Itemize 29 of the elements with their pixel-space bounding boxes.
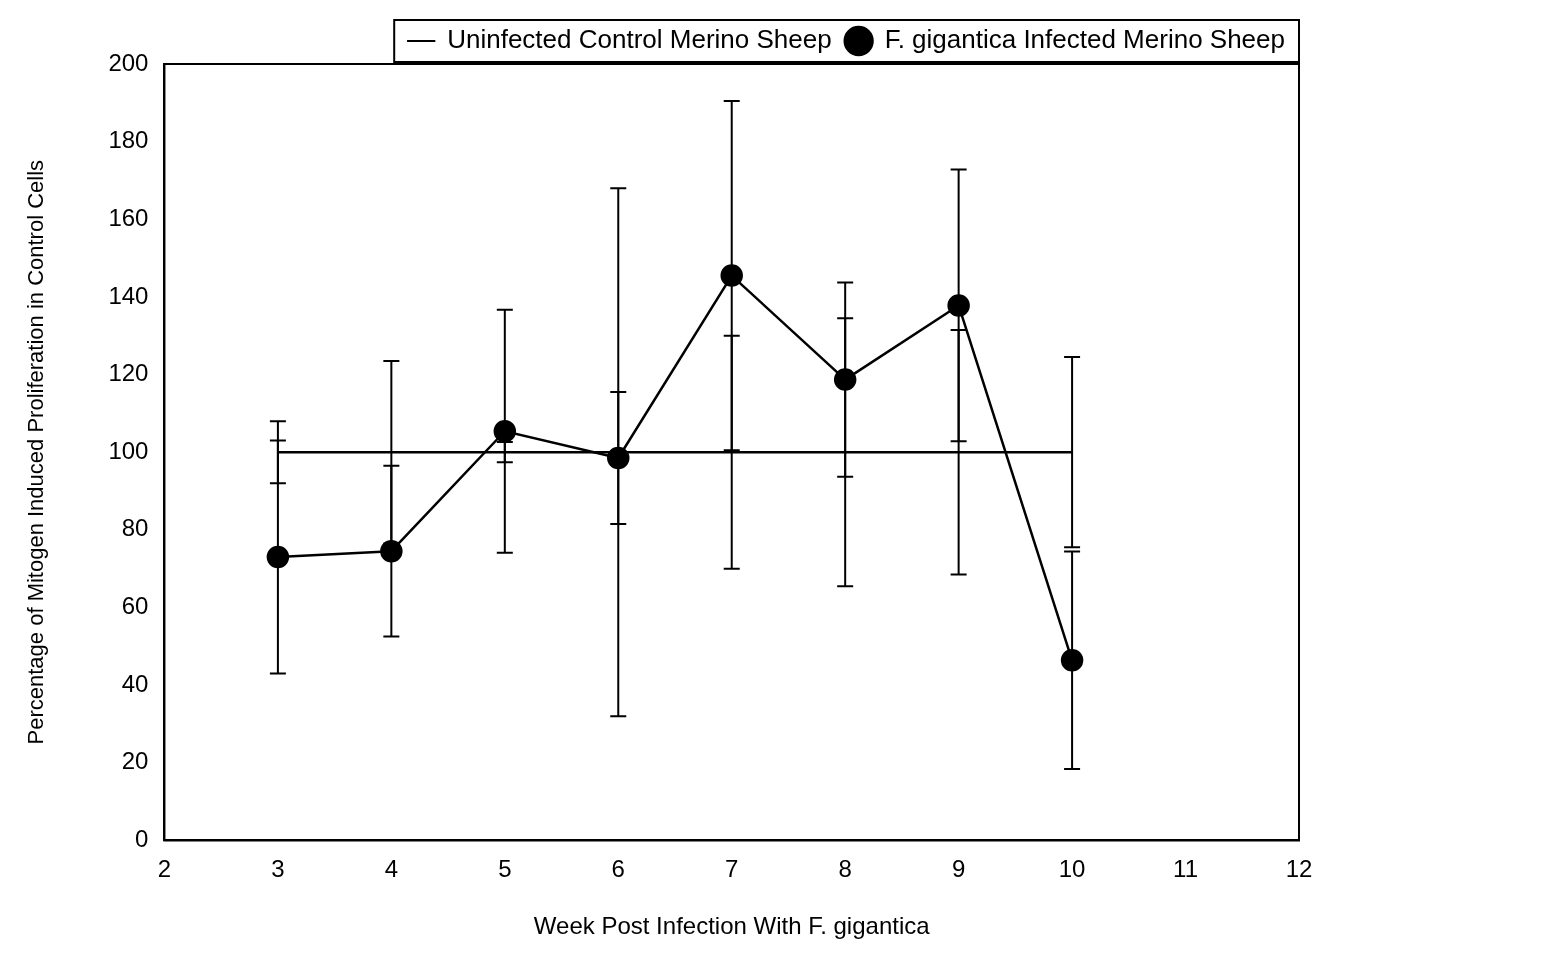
point xyxy=(1060,649,1084,672)
y-tick-label: 80 xyxy=(121,514,149,542)
x-tick-label: 5 xyxy=(498,855,512,883)
x-tick-label: 11 xyxy=(1173,855,1199,883)
y-tick-label: 60 xyxy=(121,592,149,620)
x-tick-label: 8 xyxy=(838,855,852,883)
x-axis-title: Week Post Infection With F. gigantica xyxy=(533,912,931,940)
y-tick-label: 40 xyxy=(121,669,149,697)
y-tick-label: 140 xyxy=(108,281,149,309)
y-tick-label: 0 xyxy=(135,825,149,853)
point xyxy=(833,368,857,391)
x-tick-label: 3 xyxy=(271,855,285,883)
y-axis-title: Percentage of Mitogen Induced Proliferation in Control Cells xyxy=(23,159,49,745)
x-tick-label: 2 xyxy=(157,855,172,883)
x-tick-label: 10 xyxy=(1058,855,1086,883)
y-tick-label: 160 xyxy=(108,203,149,231)
y-tick-label: 180 xyxy=(108,126,149,154)
x-tick-label: 12 xyxy=(1285,855,1313,883)
legend-label: F. gigantica Infected Merino Sheep xyxy=(884,24,1285,55)
y-tick-label: 100 xyxy=(108,436,149,464)
y-tick-label: 200 xyxy=(108,48,149,76)
y-tick-label: 20 xyxy=(121,747,149,775)
x-tick-label: 6 xyxy=(611,855,625,883)
point xyxy=(720,264,743,287)
x-tick-label: 9 xyxy=(951,855,966,883)
x-tick-label: 7 xyxy=(725,855,739,883)
y-tick-label: 120 xyxy=(108,359,149,387)
legend-label: Uninfected Control Merino Sheep xyxy=(447,24,832,55)
x-tick-label: 4 xyxy=(384,855,399,883)
